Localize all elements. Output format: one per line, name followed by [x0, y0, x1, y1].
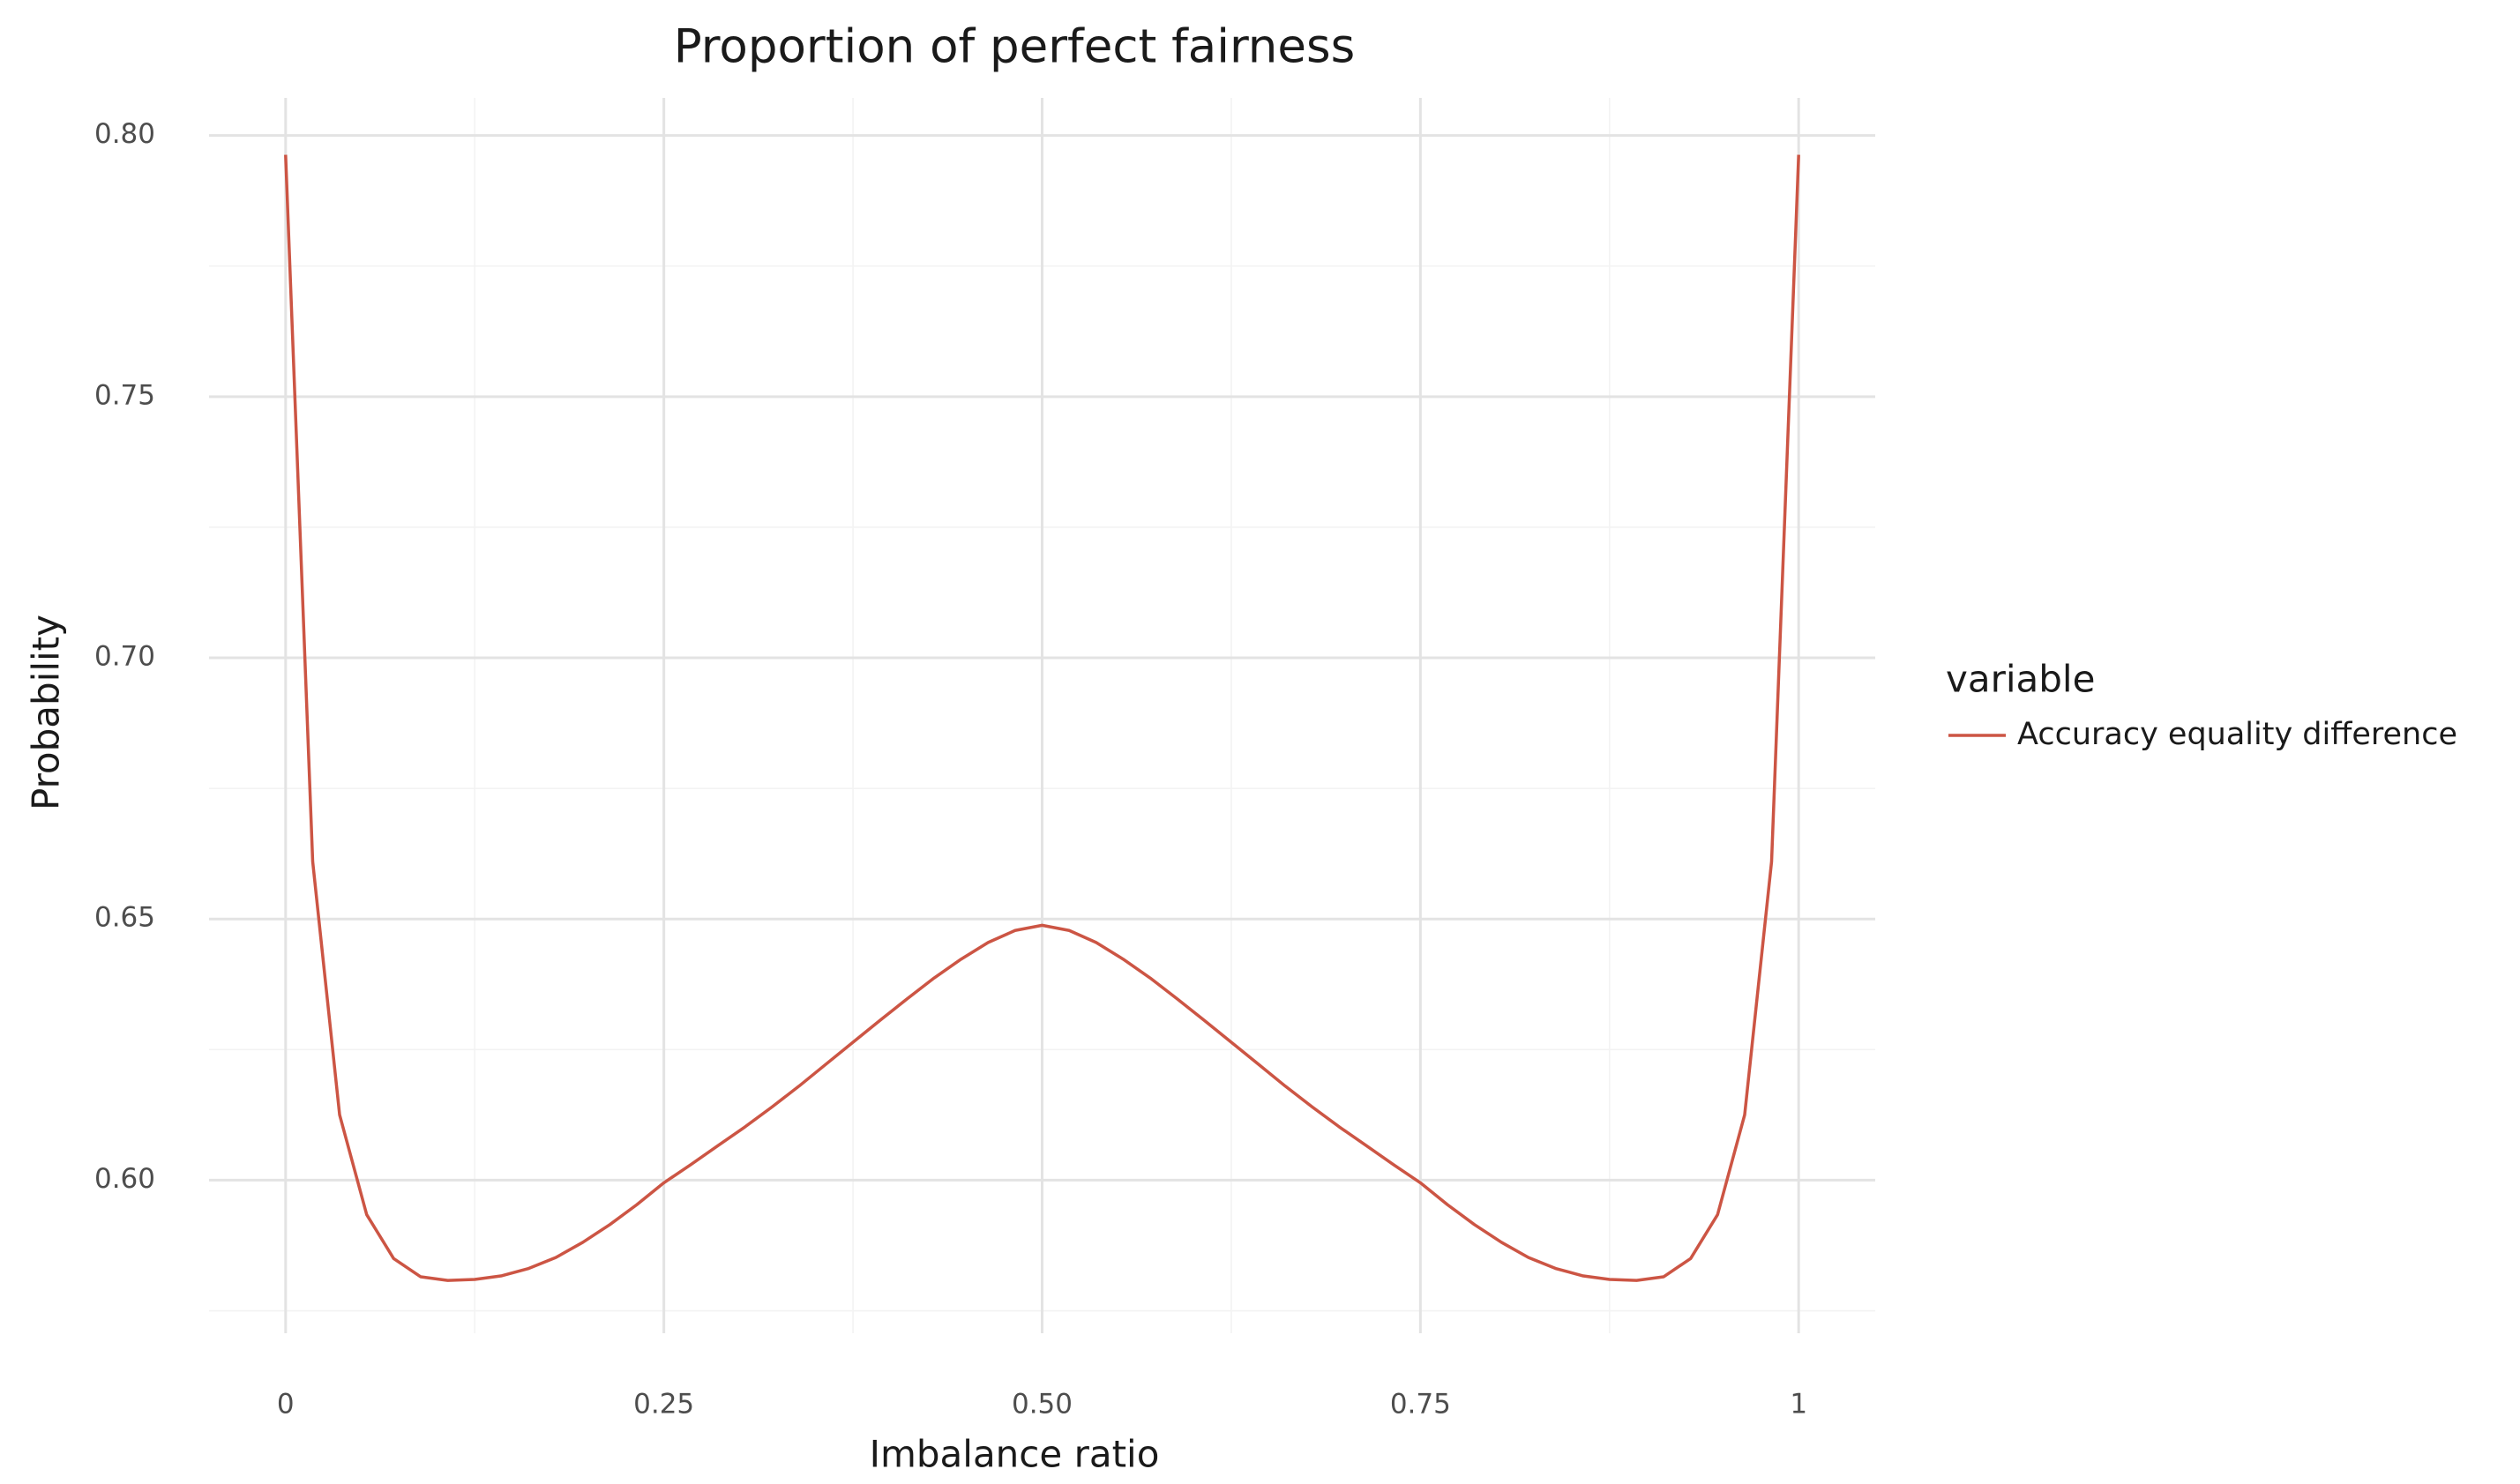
- x-tick-label: 0.25: [633, 1389, 694, 1421]
- y-axis-title: Probability: [25, 615, 68, 810]
- data-line: [284, 154, 1800, 1282]
- legend-title: variable: [1946, 658, 2095, 701]
- y-tick-label: 0.80: [94, 118, 155, 150]
- x-tick-label: 0: [277, 1389, 295, 1421]
- x-tick-label: 1: [1790, 1389, 1807, 1421]
- y-tick-label: 0.60: [94, 1163, 155, 1195]
- y-tick-label: 0.70: [94, 641, 155, 673]
- y-tick-label: 0.75: [94, 379, 155, 411]
- x-tick-label: 0.75: [1390, 1389, 1451, 1421]
- chart-title: Proportion of perfect fairness: [674, 20, 1355, 74]
- x-tick-label: 0.50: [1012, 1389, 1073, 1421]
- x-axis-title: Imbalance ratio: [870, 1433, 1160, 1476]
- legend-label: Accuracy equality difference: [2017, 717, 2457, 752]
- y-tick-label: 0.65: [94, 902, 155, 934]
